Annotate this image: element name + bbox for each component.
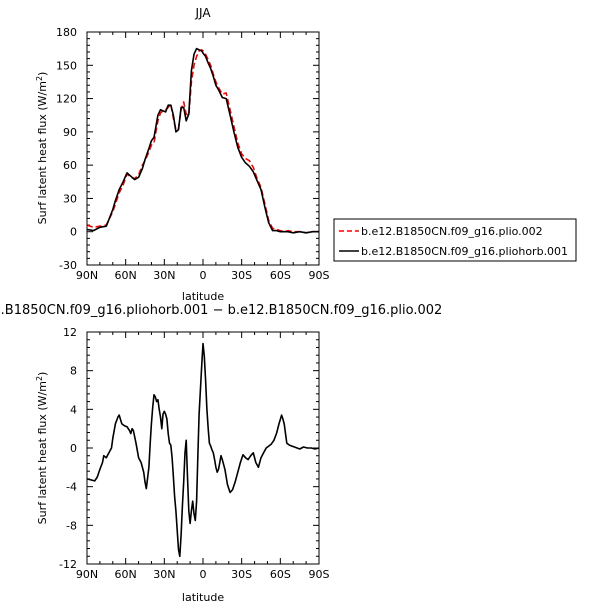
top-x-axis-label: latitude [182,290,224,303]
top-y-axis-label: Surf latent heat flux (W/m2) [35,72,49,225]
bottom-y-tick-label: 8 [70,365,77,378]
bottom-y-axis-label: Surf latent heat flux (W/m2) [35,372,49,525]
bottom-x-axis-label: latitude [182,591,224,604]
bottom-y-tick-label: -4 [66,481,77,494]
top-y-tick-label: 120 [56,93,77,106]
top-x-tick-label: 0 [200,269,207,282]
top-series-line-b-e12-b1850cn-f09-g16-plio-002 [86,48,319,234]
top-x-tick-label: 60N [115,269,137,282]
top-x-tick-label: 30S [231,269,252,282]
bottom-series-line-difference [86,342,320,558]
top-chart-title: JJA [194,6,211,20]
legend-label-pliohorb: b.e12.B1850CN.f09_g16.pliohorb.001 [361,245,568,258]
bottom-y-tick-label: -8 [66,519,77,532]
bottom-series-group [86,342,320,558]
top-series-line-b-e12-b1850cn-f09-g16-pliohorb-001 [86,47,319,234]
bottom-x-tick-label: 30S [231,568,252,581]
bottom-x-tick-label: 0 [200,568,207,581]
bottom-plot-frame [86,331,320,565]
top-y-tick-label: 90 [63,126,77,139]
top-y-tick-label: 60 [63,159,77,172]
top-y-tick-label: -30 [59,259,77,272]
bottom-chart-title: b.e12.B1850CN.f09_g16.pliohorb.001 − b.e… [0,303,442,318]
bottom-x-tick-label: 30N [153,568,175,581]
bottom-x-tick-label: 90N [76,568,98,581]
top-plot-frame [86,31,320,266]
legend-label-plio: b.e12.B1850CN.f09_g16.plio.002 [361,225,543,238]
top-y-tick-label: 180 [56,26,77,39]
top-axis-ticks: 90N 60N 30N 0 30S 60S 90S -30 0 30 60 90 120 150 180 [56,26,330,282]
legend-box [333,218,577,262]
top-x-tick-label: 90S [309,269,330,282]
top-y-tick-label: 0 [70,226,77,239]
bottom-y-tick-label: -12 [59,558,77,571]
bottom-x-tick-label: 60N [115,568,137,581]
top-y-tick-label: 30 [63,192,77,205]
top-x-tick-label: 30N [153,269,175,282]
bottom-y-tick-label: 0 [70,442,77,455]
bottom-y-tick-label: 4 [70,403,77,416]
top-x-tick-label: 60S [270,269,291,282]
top-y-tick-label: 150 [56,59,77,72]
top-x-tick-label: 90N [76,269,98,282]
top-panel: JJA Surf latent heat flux (W/m2) latitud… [35,6,330,303]
bottom-y-tick-label: 12 [63,326,77,339]
bottom-x-tick-label: 90S [309,568,330,581]
top-series-group [86,47,319,234]
bottom-axis-ticks: 90N 60N 30N 0 30S 60S 90S -12 -8 -4 0 4 8 12 [59,326,329,581]
legend: b.e12.B1850CN.f09_g16.plio.002 b.e12.B18… [333,218,577,262]
bottom-panel: b.e12.B1850CN.f09_g16.pliohorb.001 − b.e… [0,303,442,604]
bottom-x-tick-label: 60S [270,568,291,581]
